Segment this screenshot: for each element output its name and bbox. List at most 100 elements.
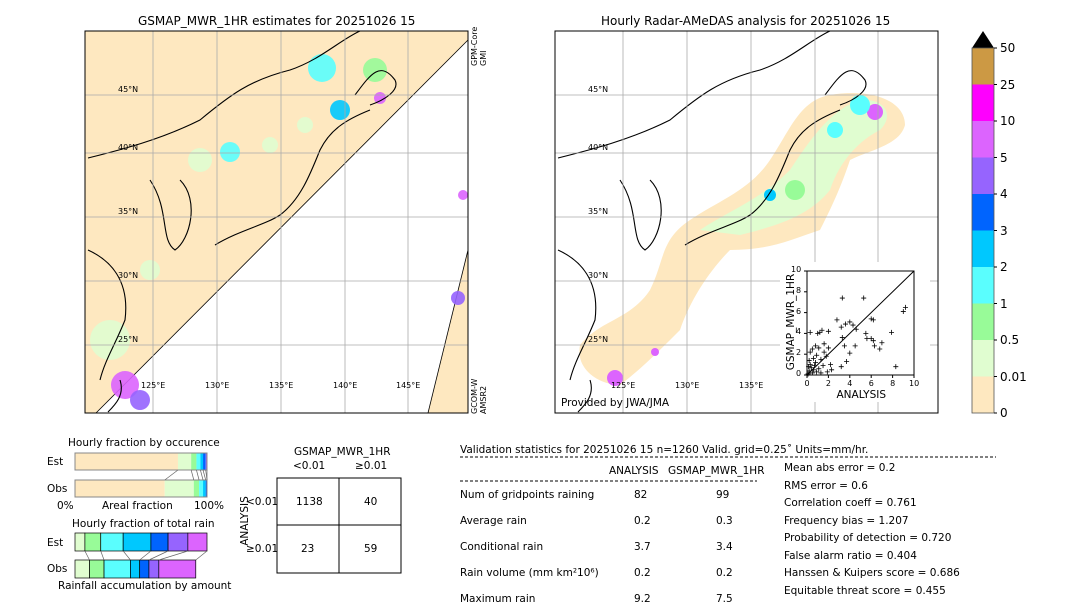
validation-score: Correlation coeff = 0.761 [784,497,917,509]
validation-score: Probability of detection = 0.720 [784,532,952,544]
rain-patch [451,291,465,305]
rainfrac-xlabel: Rainfall accumulation by amount [58,580,232,592]
scatter-point [852,343,858,349]
validation-analysis-value: 3.7 [634,541,651,553]
occurrence-bar-frame [74,479,208,498]
scatter-diagonal [806,270,915,376]
rainfrac-bar-segment [103,559,131,579]
colorbar-segment [972,303,994,340]
rainfrac-bar-segment [148,559,160,579]
scatter-point [807,349,813,355]
occurrence-bar-segment [75,453,178,470]
analysis-rain-area [700,99,888,236]
scatter-point [844,358,850,364]
scatter-point [807,329,813,335]
longitude-label: 130°E [675,381,700,390]
occurrence-bar-segment [196,453,201,470]
rain-patch [188,148,212,172]
latitude-label: 40°N [118,143,139,152]
validation-col-gsmap: GSMAP_MWR_1HR [668,465,765,477]
rainfrac-bar-segment [150,532,169,552]
sensor-label-top: GPM-Core [470,26,479,66]
colorbar-label: 25 [1000,77,1016,92]
colorbar-segment [972,157,994,194]
scatter-point [819,327,825,333]
rainfrac-title: Hourly fraction of total rain [72,518,215,530]
validation-score: RMS error = 0.6 [784,479,868,492]
sensor-label-bottom: GCOM-W [470,378,479,414]
occurrence-bar-frame [74,452,208,471]
scatter-point [820,363,826,369]
colorbar-label: 10 [1000,114,1016,128]
rainfrac-bar-segment [74,532,86,552]
rain-patch [111,371,139,399]
x-tick-label: 2 [825,379,831,388]
latitude-label: 45°N [588,85,609,94]
rainfrac-connector [195,550,208,561]
scatter-point [816,366,822,372]
colorbar-segment [972,194,994,231]
scatter-point [863,330,869,336]
rain-patch [220,142,240,162]
longitude-label: 145°E [396,381,421,390]
validation-analysis-value: 0.2 [634,567,651,579]
scatter-point [806,357,812,363]
scatter-point [811,363,817,369]
scatter-xlabel: ANALYSIS [836,389,887,401]
rainfrac-connector [148,550,169,561]
scatter-point [806,364,812,370]
scatter-point [814,369,820,375]
scatter-point [893,364,899,370]
rain-patch [140,260,160,280]
colorbar-segment [972,340,994,377]
occurrence-obs-label: Obs [47,483,68,495]
x-tick-label: 0 [804,379,810,388]
scatter-frame [806,270,915,376]
contingency-col-label: <0.01 [293,460,326,472]
colorbar-segment [972,121,994,158]
colorbar-label: 4 [1000,187,1008,201]
y-tick-label: 0 [796,369,802,378]
x-tick-label: 6 [868,379,874,388]
occurrence-x-left: 0% [57,500,74,512]
estimate-swath [85,31,468,413]
occurrence-title: Hourly fraction by occurence [68,437,220,449]
coastline [87,30,397,413]
rain-patch [90,320,130,360]
colorbar-label: 5 [1000,150,1008,165]
x-tick-label: 4 [847,379,853,388]
swath-edge [95,39,469,414]
rainfrac-connector [158,550,188,561]
occurrence-bar-segment [203,453,206,470]
rain-patch [308,54,336,82]
validation-gsmap-value: 99 [716,489,730,501]
rainfrac-connector [139,550,152,561]
scatter-point [818,370,824,376]
occurrence-bar-segment [191,453,197,470]
y-tick-label: 4 [796,327,802,337]
rainfrac-bar-segment [84,532,102,552]
scatter-background [780,262,930,402]
rain-patch [330,100,350,120]
scatter-point [877,346,883,352]
scatter-point [838,364,844,370]
scatter-point [841,343,847,349]
rain-patch [827,122,843,138]
x-tick-label: 8 [890,379,896,388]
rain-patch [297,117,313,133]
left-map-title: GSMAP_MWR_1HR estimates for 20251026 15 [138,14,416,28]
validation-analysis-value: 82 [634,489,648,501]
latitude-label: 25°N [588,335,609,344]
scatter-point [818,356,824,362]
scatter-point [828,362,834,368]
colorbar-label: 50 [1000,41,1016,55]
rain-patch [764,189,776,201]
validation-gsmap-value: 7.5 [716,593,733,605]
longitude-label: 130°E [205,381,230,390]
rainfrac-obs-label: Obs [47,563,68,575]
rain-patch [785,180,805,200]
longitude-label: 125°E [141,381,166,390]
rainfrac-bar-segment [122,532,152,552]
scatter-point [809,370,815,376]
scatter-point [823,353,829,359]
